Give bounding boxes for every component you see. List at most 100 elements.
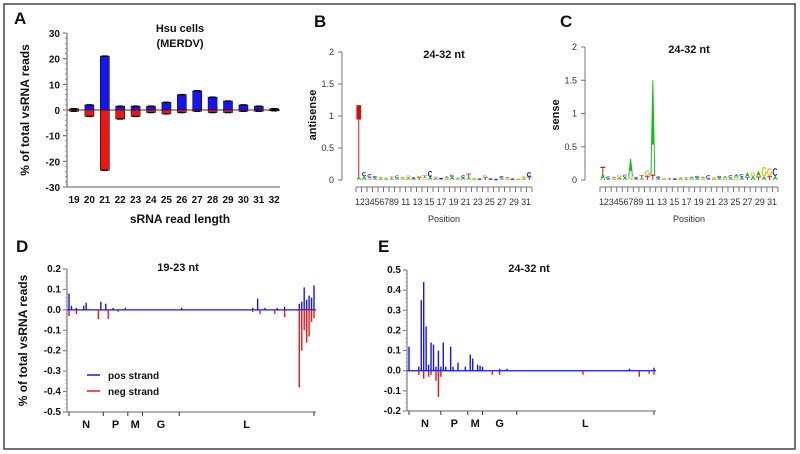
legend-label: neg strand [108, 387, 159, 398]
gene-label-n: N [82, 419, 90, 431]
x-axis-label: Position [673, 214, 705, 224]
logo-letter-a [756, 171, 761, 177]
bar-neg-strand [130, 109, 141, 117]
y-tick-label: 1.5 [321, 79, 334, 89]
x-tick-label: 22 [115, 195, 127, 206]
gene-label-l: L [582, 418, 589, 430]
y-tick-label: 0.5 [321, 143, 334, 153]
logo-letter-g [711, 177, 717, 179]
logo-letter-g [383, 178, 389, 181]
bar-neg-strand [115, 109, 125, 120]
gene-label-g: G [495, 418, 504, 430]
logo-letter-g [444, 177, 450, 181]
logo-letter-a [772, 176, 778, 180]
logo-letter-a [460, 177, 466, 180]
logo-letter-a [515, 179, 521, 180]
logo-letter-a [400, 176, 406, 179]
y-tick-label: 1 [329, 111, 334, 121]
y-tick-label: 0.5 [564, 142, 577, 152]
gene-label-m: M [131, 419, 140, 431]
logo-letter-t [482, 177, 488, 180]
logo-letter-c [449, 174, 454, 177]
logo-letter-t [683, 177, 689, 179]
logo-letter-a [739, 176, 745, 180]
logo-letter-a [633, 178, 639, 180]
y-axis-label: % of total vsRNA reads [18, 44, 32, 176]
chart-title: 24-32 nt [508, 263, 550, 275]
logo-letter-g [455, 178, 460, 181]
logo-letter-t [600, 166, 606, 174]
y-tick-label: -0.2 [44, 346, 62, 357]
logo-letter-g [433, 176, 438, 179]
figure-border [3, 3, 796, 450]
logo-letter-c [427, 171, 433, 177]
y-axis-label: antisense [307, 90, 319, 141]
logo-letter-a [471, 178, 477, 179]
x-tick-label: 24 [145, 195, 157, 206]
y-axis-label: sense [550, 99, 562, 130]
x-tick-label: 26 [176, 195, 188, 206]
panel-d: D 19-23 nt 0.2 0.1 0.0 -0.1 -0.2 -0.3 -0.4 -0.5 N P… [16, 237, 316, 431]
logo-letter-a [639, 178, 645, 180]
bar-neg-strand [100, 109, 110, 171]
logo-letter-c [372, 176, 377, 179]
x-tick-labels: 123456789 11 13 15 17 19 21 23 25 27 29 … [599, 197, 777, 207]
logo-letter-c [706, 175, 711, 179]
logo-letter-a [394, 178, 400, 180]
logo-letter-a [488, 179, 494, 180]
y-tick-label: 2 [572, 42, 577, 52]
y-tick-label: 1.5 [564, 75, 577, 85]
logo-letter-a [628, 158, 633, 177]
y-tick-label: -30 [46, 183, 61, 194]
y-tick-label: -0.1 [384, 386, 402, 397]
logo-letter-g [761, 167, 767, 177]
logo-letter-a [356, 176, 362, 180]
logo-letter-a [706, 178, 711, 180]
chart-title: 24-32 nt [423, 49, 465, 61]
x-tick-label: 27 [192, 195, 204, 206]
logo-letter-a [678, 177, 684, 179]
logo-letter-a [728, 178, 734, 180]
logo-letter-a [438, 178, 444, 180]
bar-neg-strand [84, 109, 95, 117]
bar-pos-strand [238, 104, 249, 111]
y-tick-label: 0.1 [47, 284, 61, 295]
logo-letter-g [416, 175, 422, 178]
logo-letter-g [405, 175, 412, 178]
logo-letter-g [378, 176, 383, 179]
y-tick-label: 1 [572, 109, 577, 119]
logo-letter-a [499, 178, 505, 180]
logo-letter-a [750, 176, 756, 180]
logo-letter-g [617, 174, 623, 178]
logo-letter-g [367, 177, 373, 181]
y-tick-label: 0 [572, 175, 577, 185]
logo-letter-a [733, 174, 739, 178]
logo-letter-a [667, 179, 672, 180]
y-tick-label: 0.4 [387, 285, 401, 296]
bar-pos-strand [100, 55, 110, 111]
y-tick-label: -10 [46, 132, 61, 143]
x-tick-labels: 123456789 11 13 15 17 19 21 23 25 27 29 … [355, 197, 531, 207]
x-tick-label: 30 [238, 195, 250, 206]
logo-letter-a [466, 177, 472, 180]
logo-letter-a [389, 178, 395, 180]
logo-letter-c [633, 177, 638, 179]
logo-letter-a [378, 178, 384, 180]
y-tick-label: -0.1 [44, 325, 62, 336]
logo-letter-c [739, 173, 744, 177]
logo-letter-a [717, 178, 722, 180]
logo-letter-a [722, 176, 728, 178]
chart-subtitle: (MERDV) [156, 38, 203, 50]
logo-letter-c [488, 178, 493, 180]
panel-e: E 24-32 nt 0.5 0.4 0.3 0.2 0.1 0.0 -0.1 -0.2 N P M G L [378, 237, 656, 430]
logo-letter-g [644, 170, 651, 177]
logo-letter-g [422, 177, 428, 181]
logo-letter-c [622, 174, 627, 178]
logo-letter-c [460, 175, 465, 178]
logo-letter-t [644, 176, 650, 180]
y-tick-label: 0.5 [387, 265, 401, 276]
logo-letter-g [750, 172, 756, 177]
y-tick-label: -0.4 [44, 387, 62, 398]
logo-letter-c [394, 175, 399, 179]
